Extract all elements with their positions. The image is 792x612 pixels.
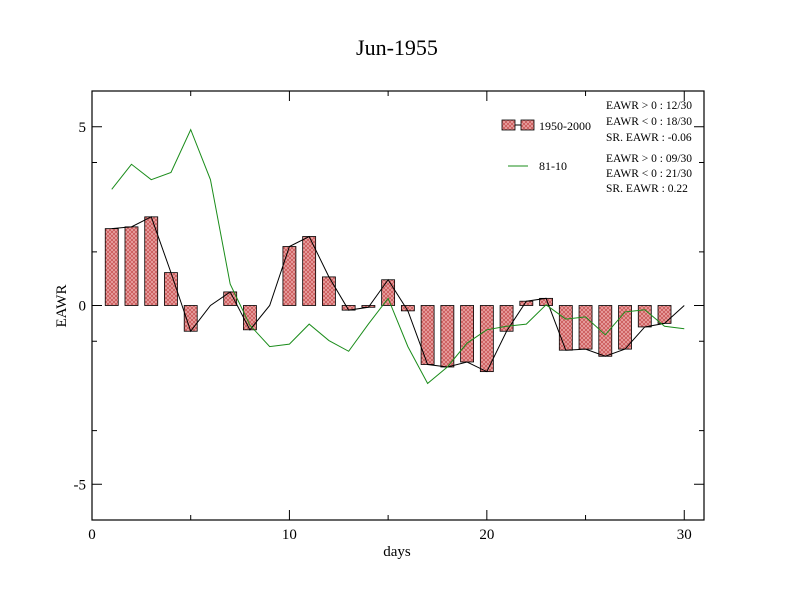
annotation-g2-pos: EAWR > 0 : 09/30: [606, 153, 692, 165]
bar-day-15: [381, 279, 396, 306]
bar-day-10: [282, 246, 297, 306]
bar-day-12: [322, 276, 336, 306]
bar-day-8: [243, 305, 257, 331]
bar-day-29: [657, 305, 672, 324]
bar-day-2: [124, 226, 139, 306]
y-axis-label: EAWR: [54, 285, 70, 328]
line-1950-2000: [111, 216, 685, 373]
annotation-g1-pos: EAWR > 0 : 12/30: [606, 100, 692, 112]
x-axis-label: days: [383, 544, 411, 560]
annotation-g2-sr: SR. EAWR : 0.22: [606, 183, 688, 195]
bar-day-25: [578, 305, 593, 350]
bar-day-4: [164, 272, 178, 306]
y-tick-label-0: 0: [79, 299, 87, 315]
legend-bar-swatch-left: [501, 119, 516, 131]
x-tick-label-0: 0: [88, 527, 96, 543]
y-tick-label-5: 5: [79, 120, 87, 136]
chart-title: Jun-1955: [356, 35, 438, 60]
legend: 1950-2000 81-10: [501, 119, 591, 173]
bar-day-24: [558, 305, 573, 351]
annotation-g1-neg: EAWR < 0 : 18/30: [606, 116, 692, 128]
x-tick-label-30: 30: [677, 527, 692, 543]
bar-day-18: [440, 305, 455, 368]
x-tick-label-10: 10: [282, 527, 297, 543]
legend-label-81-10: 81-10: [539, 159, 567, 173]
legend-label-1950-2000: 1950-2000: [539, 119, 591, 133]
y-tick-label--5: -5: [74, 477, 87, 493]
bar-day-1: [104, 228, 119, 306]
bar-day-28: [637, 305, 652, 328]
bar-day-17: [420, 305, 435, 365]
line-81-10: [111, 128, 685, 385]
x-tick-label-20: 20: [479, 527, 494, 543]
stats-annotations: EAWR > 0 : 12/30 EAWR < 0 : 18/30 SR. EA…: [606, 100, 692, 195]
bar-day-19: [460, 305, 474, 363]
annotation-g2-neg: EAWR < 0 : 21/30: [606, 168, 692, 180]
legend-bar-swatch-right: [520, 119, 535, 131]
annotation-g1-sr: SR. EAWR : -0.06: [606, 132, 692, 144]
